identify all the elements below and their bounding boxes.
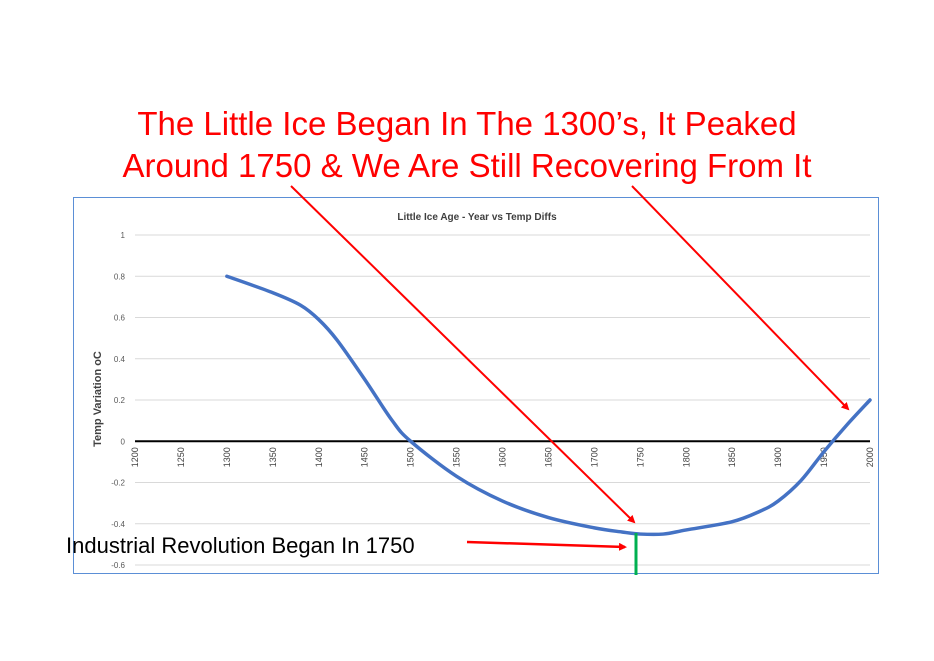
- x-tick-label: 1550: [452, 447, 462, 467]
- y-tick-label: 0.4: [114, 355, 126, 364]
- chart-frame: Little Ice Age - Year vs Temp Diffs Temp…: [73, 197, 879, 574]
- chart-title: Little Ice Age - Year vs Temp Diffs: [397, 212, 557, 223]
- y-tick-label: -0.6: [111, 561, 125, 570]
- series-line: [225, 274, 872, 537]
- y-tick-labels: 1 0.8 0.6 0.4 0.2 0 -0.2 -0.4 -0.6: [111, 231, 125, 570]
- y-tick-label: -0.2: [111, 479, 125, 488]
- y-tick-label: 0.6: [114, 314, 126, 323]
- x-tick-label: 1900: [773, 447, 783, 467]
- grid-layer: [135, 234, 870, 566]
- arrow-to-industrial-marker: [466, 540, 627, 551]
- series-layer: [225, 274, 872, 537]
- x-tick-label: 1300: [222, 447, 232, 467]
- x-tick-label: 1950: [819, 447, 829, 467]
- x-tick-label: 1200: [130, 447, 140, 467]
- x-tick-label: 1250: [176, 447, 186, 467]
- chart-plot: Little Ice Age - Year vs Temp Diffs Temp…: [92, 212, 875, 570]
- x-tick-label: 1850: [727, 447, 737, 467]
- y-axis-label: Temp Variation oC: [92, 351, 104, 447]
- industrial-revolution-callout: Industrial Revolution Began In 1750: [66, 533, 415, 558]
- x-tick-label: 1800: [681, 447, 691, 467]
- y-tick-label: 0.2: [114, 396, 126, 405]
- x-tick-label: 1500: [406, 447, 416, 467]
- x-tick-label: 1350: [268, 447, 278, 467]
- x-tick-label: 1750: [635, 447, 645, 467]
- x-tick-label: 2000: [865, 447, 875, 467]
- y-tick-label: 0.8: [114, 272, 126, 281]
- arrow-to-1750-trough: [290, 185, 636, 524]
- y-tick-label: 0: [121, 437, 126, 446]
- x-tick-labels: 1200 1250 1300 1350 1400 1450 1500 1550 1600 1650…: [130, 447, 875, 467]
- headline-line-1: The Little Ice Began In The 1300’s, It P…: [137, 105, 797, 142]
- arrow-to-recovery: [631, 185, 850, 411]
- x-tick-label: 1600: [498, 447, 508, 467]
- x-tick-label: 1650: [543, 447, 553, 467]
- x-tick-label: 1400: [314, 447, 324, 467]
- x-tick-label: 1700: [589, 447, 599, 467]
- y-tick-label: -0.4: [111, 520, 125, 529]
- x-tick-label: 1450: [360, 447, 370, 467]
- y-tick-label: 1: [121, 231, 126, 240]
- headline-line-2: Around 1750 & We Are Still Recovering Fr…: [122, 147, 812, 184]
